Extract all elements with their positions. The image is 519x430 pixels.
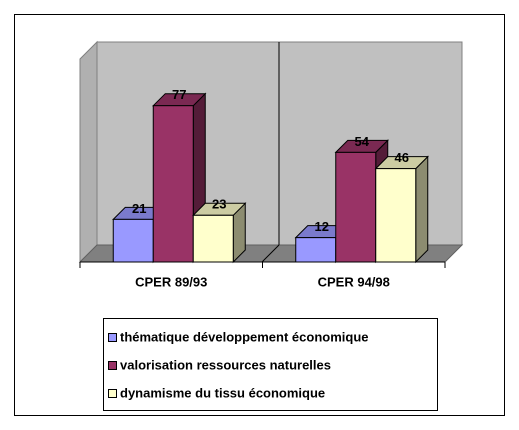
data-label: 77 (172, 87, 186, 102)
legend (103, 318, 438, 411)
data-label: 23 (212, 197, 226, 212)
data-label: 54 (355, 134, 370, 149)
x-tick-label: CPER 89/93 (135, 274, 207, 289)
data-label: 21 (132, 201, 146, 216)
data-label: 12 (315, 219, 329, 234)
bar-front (152, 105, 194, 263)
bar-front (335, 151, 377, 263)
legend-label: dynamisme du tissu économique (120, 385, 325, 400)
legend-label: thématique développement économique (120, 329, 369, 344)
legend-label: valorisation ressources naturelles (120, 357, 331, 372)
bar-front (375, 168, 417, 263)
bar-front (192, 214, 234, 263)
x-tick-label: CPER 94/98 (318, 274, 390, 289)
bar-front (295, 237, 337, 263)
divider (261, 244, 280, 263)
bar-side (415, 155, 429, 264)
bar (374, 155, 429, 264)
bar (192, 202, 247, 264)
legend-swatch (108, 389, 117, 398)
bar (152, 92, 207, 264)
side-wall (79, 40, 98, 264)
legend-swatch (108, 361, 117, 370)
data-label: 46 (395, 150, 409, 165)
legend-swatch (108, 333, 117, 342)
bar-front (112, 218, 154, 263)
